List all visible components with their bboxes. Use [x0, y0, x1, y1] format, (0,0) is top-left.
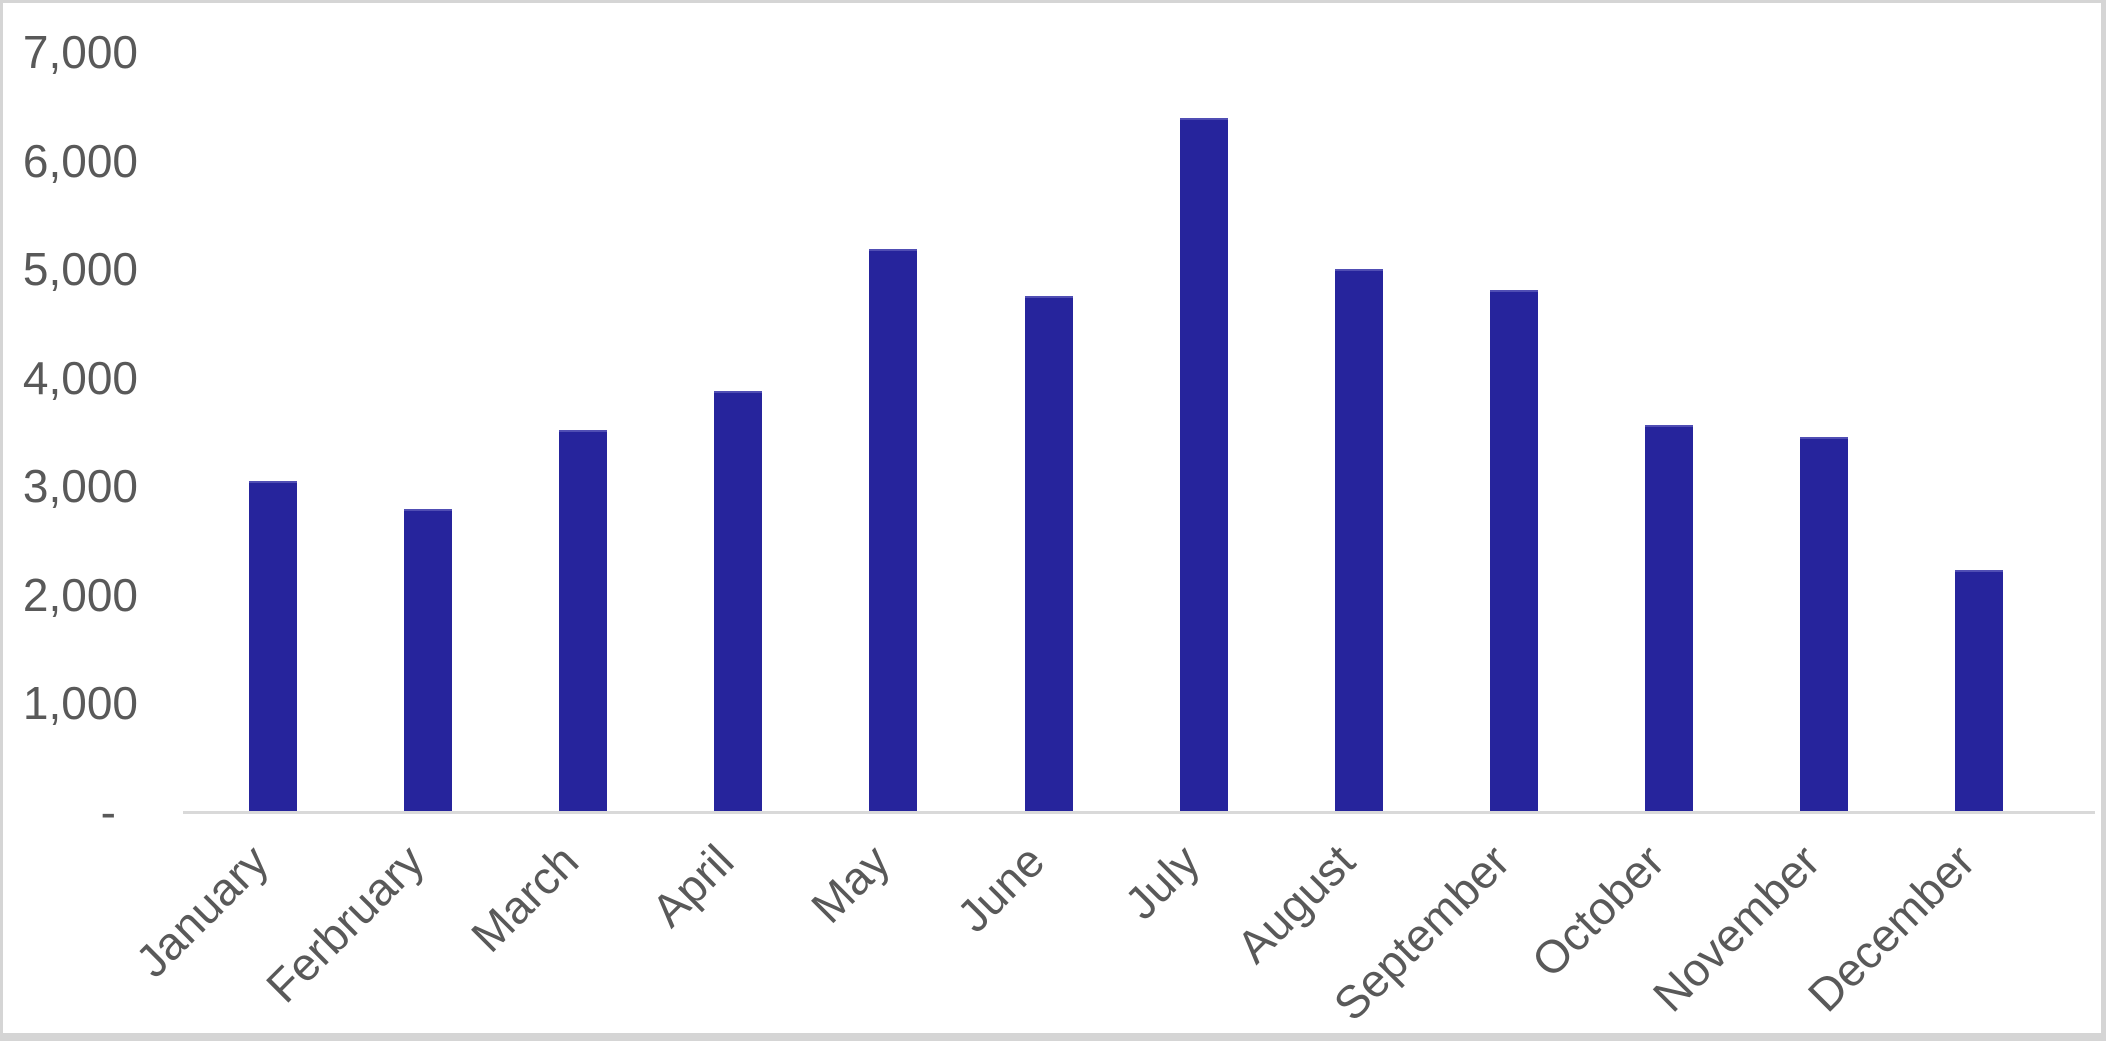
- bar-january: [249, 480, 298, 812]
- y-axis-tick-label: 1,000: [22, 677, 138, 730]
- x-axis-label: August: [1226, 834, 1365, 973]
- y-axis-tick-label: 3,000: [22, 460, 138, 513]
- x-axis-label: November: [1642, 834, 1830, 1022]
- y-axis-tick-label: 4,000: [22, 351, 138, 404]
- bar-march: [559, 429, 608, 812]
- y-axis-tick-label: 5,000: [22, 243, 138, 296]
- bar-october: [1644, 425, 1693, 812]
- bar-may: [869, 248, 918, 812]
- x-axis-label: Ferbruary: [255, 834, 434, 1013]
- bar-ferbruary: [404, 509, 453, 812]
- x-axis-line: [183, 811, 2095, 814]
- y-axis-tick-label: 6,000: [22, 134, 138, 187]
- bar-november: [1800, 437, 1849, 812]
- x-axis-label: December: [1797, 834, 1985, 1022]
- bar-december: [1955, 569, 2004, 812]
- x-axis-label: May: [800, 834, 899, 933]
- x-axis-label: June: [946, 834, 1054, 942]
- x-axis-label: April: [641, 834, 744, 937]
- x-axis-label: October: [1521, 834, 1675, 988]
- bar-september: [1489, 289, 1538, 812]
- x-axis-label: March: [461, 834, 589, 962]
- bar-april: [714, 390, 763, 812]
- plot-area: 7,000 6,000 5,000 4,000 3,000 2,000 1,000 - Jan…: [3, 3, 2101, 1033]
- y-axis-tick-label: -: [100, 786, 116, 838]
- bar-june: [1024, 296, 1073, 812]
- bar-august: [1334, 269, 1383, 812]
- bar-july: [1179, 118, 1228, 812]
- x-axis-label: January: [125, 834, 279, 988]
- y-axis-tick-label: 2,000: [22, 568, 138, 621]
- y-axis-tick-label: 7,000: [22, 26, 138, 78]
- x-axis-label: July: [1114, 834, 1210, 930]
